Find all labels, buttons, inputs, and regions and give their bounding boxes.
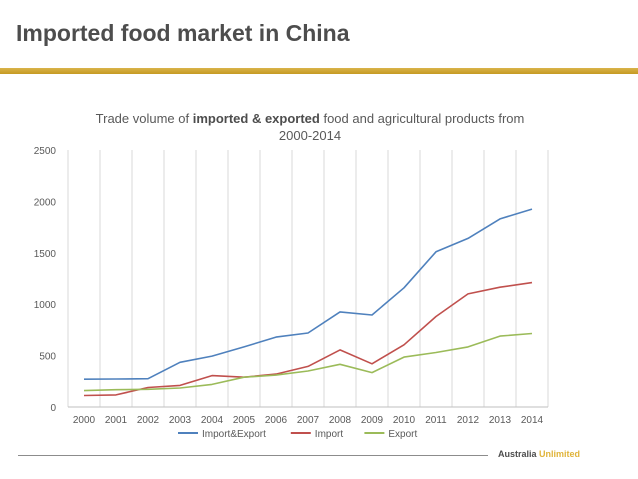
series-line-import <box>83 281 533 397</box>
x-tick-label: 2013 <box>489 415 512 426</box>
brand-logo: Australia Unlimited <box>498 449 580 459</box>
slide-title: Imported food market in China <box>16 20 350 46</box>
x-tick-label: 2008 <box>329 415 352 426</box>
x-tick-label: 2012 <box>457 415 480 426</box>
x-tick-label: 2004 <box>201 415 224 426</box>
x-tick-label: 2006 <box>265 415 288 426</box>
x-tick-label: 2014 <box>521 415 544 426</box>
x-tick-label: 2010 <box>393 415 416 426</box>
y-tick-label: 1500 <box>34 249 57 260</box>
legend-label: Import&Export <box>202 429 266 440</box>
y-tick-label: 500 <box>39 352 56 363</box>
y-tick-label: 0 <box>50 403 56 414</box>
x-tick-label: 2001 <box>105 415 128 426</box>
series-line-import-export <box>83 208 533 380</box>
y-tick-label: 2500 <box>34 146 57 157</box>
series-line-export <box>83 332 533 392</box>
title-underline <box>0 68 638 74</box>
x-tick-label: 2007 <box>297 415 320 426</box>
footer-rule <box>18 455 488 456</box>
x-tick-label: 2011 <box>425 415 447 426</box>
x-tick-label: 2002 <box>137 415 160 426</box>
chart-title-post: food and agricultural products from 2000… <box>278 111 525 143</box>
x-tick-label: 2000 <box>73 415 96 426</box>
brand-word-1: Australia <box>498 449 537 459</box>
chart-title: Trade volume of imported & exported food… <box>90 110 530 144</box>
y-tick-label: 2000 <box>34 197 57 208</box>
x-tick-label: 2003 <box>169 415 192 426</box>
legend-label: Export <box>388 429 417 440</box>
x-tick-label: 2005 <box>233 415 256 426</box>
chart-title-bold: imported & exported <box>192 111 320 126</box>
x-tick-label: 2009 <box>361 415 384 426</box>
legend-label: Import <box>315 429 344 440</box>
chart-title-pre: Trade volume of <box>95 111 193 126</box>
brand-word-2: Unlimited <box>539 449 581 459</box>
y-tick-label: 1000 <box>34 300 57 311</box>
